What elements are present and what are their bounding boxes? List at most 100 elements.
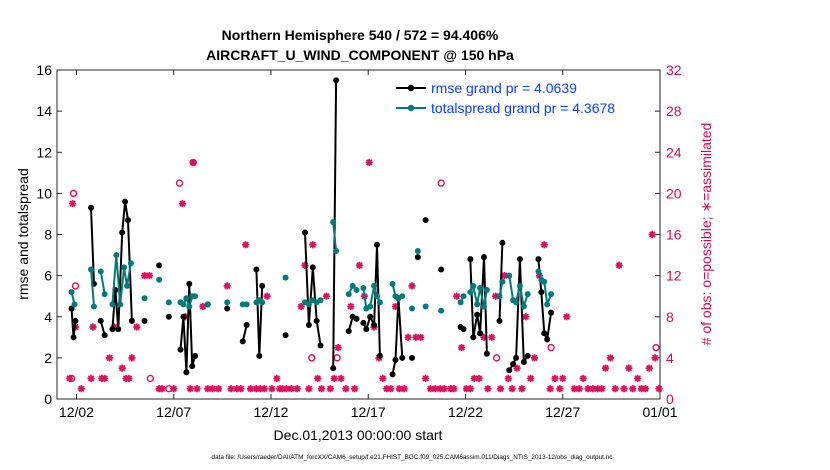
rmse-point — [101, 332, 108, 339]
obs-assimilated-point — [575, 385, 583, 393]
obs-assimilated-point — [342, 385, 350, 393]
obs-assimilated-stroke — [141, 272, 148, 279]
obs-assimilated-stroke — [297, 303, 305, 310]
totalspread-point — [259, 299, 266, 306]
obs-assimilated-point — [386, 385, 395, 393]
obs-assimilated-point — [551, 374, 559, 383]
obs-assimilated-stroke — [66, 375, 73, 382]
obs-assimilated-stroke — [546, 385, 554, 392]
obs-assimilated-stroke — [318, 385, 325, 392]
totalspread-line-segment — [111, 255, 132, 305]
obs-assimilated-point — [305, 385, 313, 393]
rmse-point — [483, 350, 490, 357]
obs-possible-point — [165, 385, 173, 393]
obs-assimilated-point — [101, 374, 109, 383]
totalspread-point — [548, 291, 555, 298]
obs-possible-point — [547, 343, 555, 352]
obs-assimilated-point — [508, 385, 516, 393]
obs-assimilated-point — [193, 385, 201, 393]
obs-assimilated-stroke — [337, 375, 345, 382]
obs-possible-point — [652, 343, 660, 352]
y-right-tick-label: 32 — [666, 62, 682, 78]
obs-assimilated-stroke — [508, 385, 516, 392]
obs-assimilated-stroke — [334, 344, 342, 351]
totalspread-point — [345, 291, 352, 298]
obs-assimilated-stroke — [408, 282, 416, 290]
rmse-point — [414, 254, 421, 261]
obs-possible-point — [71, 282, 80, 290]
obs-assimilated-point — [87, 374, 95, 383]
obs-assimilated-stroke — [471, 375, 478, 382]
obs-assimilated-point — [260, 385, 268, 393]
totalspread-point — [480, 303, 487, 310]
obs-assimilated-point — [556, 385, 564, 393]
totalspread-point — [317, 297, 324, 304]
obs-assimilated-stroke — [559, 375, 566, 382]
obs-assimilated-stroke — [342, 385, 350, 392]
rmse-point — [180, 313, 187, 320]
totalspread-line-segment — [90, 269, 95, 307]
rmse-point — [243, 321, 250, 328]
obs-assimilated-stroke — [193, 385, 201, 392]
obs-assimilated-point — [133, 323, 141, 331]
totalspread-point — [371, 282, 378, 289]
obs-assimilated-point — [513, 364, 521, 372]
obs-assimilated-stroke — [620, 385, 628, 392]
obs-assimilated-stroke — [396, 385, 403, 392]
totalspread-point — [422, 303, 429, 310]
rmse-point — [480, 254, 487, 261]
obs-assimilated-stroke — [531, 354, 538, 362]
obs-assimilated-point — [484, 385, 492, 393]
y-right-tick-label: 0 — [666, 391, 674, 407]
obs-assimilated-stroke — [432, 385, 439, 392]
totalspread-point — [524, 291, 531, 298]
y-left-tick-label: 4 — [44, 309, 52, 325]
obs-assimilated-point — [496, 385, 505, 393]
totalspread-point — [353, 287, 360, 294]
rmse-point — [119, 229, 126, 236]
obs-assimilated-point — [293, 385, 301, 393]
x-tick-label: 12/12 — [253, 404, 288, 420]
totalspread-point — [183, 295, 190, 302]
totalspread-point — [499, 278, 506, 285]
obs-assimilated-stroke — [625, 364, 633, 372]
obs-assimilated-stroke — [629, 385, 637, 392]
obs-assimilated-stroke — [314, 375, 321, 382]
totalspread-point — [156, 276, 163, 283]
obs-assimilated-stroke — [513, 364, 521, 372]
totalspread-line-segment — [332, 222, 338, 252]
obs-assimilated-point — [355, 261, 364, 269]
chart-title-line2: AIRCRAFT_U_WIND_COMPONENT @ 150 hPa — [206, 47, 514, 63]
obs-assimilated-stroke — [347, 303, 354, 310]
obs-assimilated-point — [314, 374, 322, 383]
obs-assimilated-stroke — [101, 375, 108, 382]
obs-assimilated-stroke — [651, 354, 659, 362]
obs-assimilated-point — [334, 343, 342, 352]
rmse-point — [124, 217, 131, 224]
obs-assimilated-stroke — [417, 334, 424, 341]
obs-assimilated-stroke — [612, 385, 619, 392]
rmse-line-segment — [469, 257, 488, 354]
totalspread-point — [516, 282, 523, 289]
obs-assimilated-stroke — [571, 385, 578, 392]
rmse-point — [520, 358, 527, 365]
rmse-point — [510, 361, 517, 368]
totalspread-point — [399, 293, 406, 300]
y-left-tick-label: 0 — [44, 391, 52, 407]
rmse-point — [389, 371, 396, 378]
obs-assimilated-stroke — [260, 385, 268, 392]
obs-assimilated-point — [209, 385, 217, 393]
obs-assimilated-stroke — [484, 385, 492, 392]
obs-assimilated-point — [504, 374, 512, 383]
totalspread-point — [389, 280, 396, 287]
obs-assimilated-stroke — [125, 375, 133, 382]
rmse-point — [516, 256, 523, 263]
legend-spread-label: totalspread grand pr = 4.3678 — [431, 100, 615, 116]
obs-assimilated-stroke — [268, 385, 276, 392]
rmse-point — [128, 317, 135, 324]
totalspread-point — [408, 305, 415, 312]
y-right-tick-label: 8 — [666, 309, 674, 325]
obs-assimilated-stroke — [237, 385, 245, 392]
totalspread-point — [541, 278, 548, 285]
rmse-point — [360, 319, 367, 326]
